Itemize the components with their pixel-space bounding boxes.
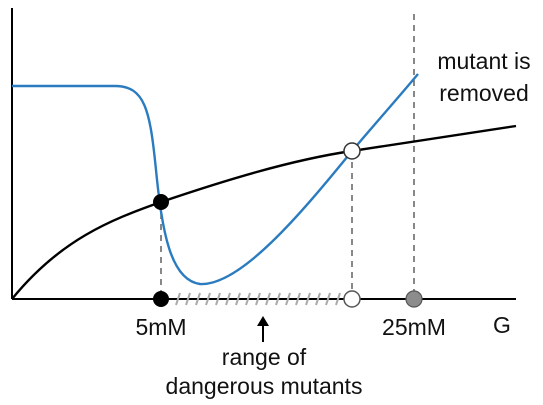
hatch-mark bbox=[185, 292, 191, 306]
hatch-mark bbox=[245, 292, 251, 306]
range-arrow-head bbox=[257, 316, 269, 326]
intersection-point-filled bbox=[153, 194, 169, 210]
hatch-mark bbox=[275, 292, 281, 306]
hatch-mark bbox=[295, 292, 301, 306]
blue-curve bbox=[12, 73, 419, 286]
axis-marker-crossing bbox=[343, 290, 361, 308]
annotation-line2: removed bbox=[439, 80, 528, 106]
tick-label-5mM: 5mM bbox=[135, 314, 186, 340]
hatch-mark bbox=[235, 292, 241, 306]
hatch-mark bbox=[225, 292, 231, 306]
x-axis-label: G bbox=[493, 312, 511, 338]
hatch-mark bbox=[215, 292, 221, 306]
tick-label-25mM: 25mM bbox=[382, 314, 446, 340]
hatch-mark bbox=[255, 292, 261, 306]
axis-marker-25mM bbox=[405, 290, 423, 308]
annotation-line1: mutant is bbox=[437, 48, 530, 74]
range-label-line1: range of bbox=[222, 344, 307, 370]
hatch-mark bbox=[325, 292, 331, 306]
black-curve bbox=[11, 124, 517, 300]
hatch-mark bbox=[335, 292, 341, 306]
dangerous-range-hatch bbox=[175, 292, 341, 306]
hatch-mark bbox=[205, 292, 211, 306]
intersection-point-open bbox=[343, 142, 361, 160]
hatch-mark bbox=[305, 292, 311, 306]
hatch-mark bbox=[265, 292, 271, 306]
hatch-mark bbox=[195, 292, 201, 306]
hatch-mark bbox=[175, 292, 181, 306]
axis-marker-5mM bbox=[153, 291, 169, 307]
hatch-mark bbox=[315, 292, 321, 306]
range-label-line2: dangerous mutants bbox=[166, 373, 363, 399]
hatch-mark bbox=[285, 292, 291, 306]
